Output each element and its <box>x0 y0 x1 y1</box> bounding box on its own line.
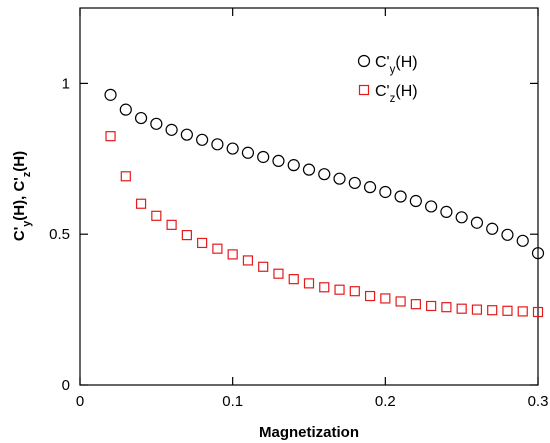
data-point-circle <box>440 205 453 218</box>
data-point-circle <box>409 194 422 208</box>
data-point-circle <box>333 172 346 185</box>
data-point-circle <box>211 138 224 151</box>
data-point-circle <box>516 234 529 247</box>
data-point-square <box>151 210 162 221</box>
data-point-square <box>135 198 147 209</box>
data-point-circle <box>486 222 499 235</box>
data-point-square <box>212 243 223 254</box>
legend-item: C'y(H) <box>357 54 418 76</box>
y-tick-label: 0.5 <box>49 226 70 243</box>
legend: C'y(H) C'z(H) <box>357 54 418 105</box>
legend-item: C'z(H) <box>358 83 418 105</box>
data-point-circle <box>226 142 239 155</box>
data-point-square <box>227 249 238 260</box>
series-1 <box>104 88 545 260</box>
data-point-square <box>502 305 513 316</box>
data-point-square <box>303 278 315 289</box>
y-axis: 00.51 <box>49 75 538 394</box>
data-point-circle <box>165 123 178 136</box>
plot-area <box>79 7 539 386</box>
data-point-square <box>441 302 452 313</box>
x-tick-label: 0 <box>76 393 84 410</box>
data-point-square <box>380 293 391 304</box>
data-point-square <box>364 290 376 302</box>
data-series <box>104 88 545 318</box>
data-point-circle <box>104 88 117 101</box>
y-tick-label: 1 <box>62 75 70 92</box>
data-point-circle <box>241 146 255 159</box>
data-point-square <box>166 219 177 230</box>
legend-label: C'y(H) <box>375 54 418 76</box>
data-point-square <box>471 304 483 315</box>
y-axis-title: C'y(H), C'z(H) <box>11 151 33 241</box>
legend-marker <box>358 84 370 96</box>
legend-label: C'z(H) <box>375 83 418 105</box>
data-point-circle <box>134 111 148 125</box>
data-point-circle <box>394 190 407 203</box>
data-point-square <box>105 131 116 142</box>
x-axis-title: Magnetization <box>259 424 359 441</box>
data-point-square <box>181 230 192 241</box>
data-point-circle <box>379 185 392 199</box>
data-point-square <box>349 286 360 297</box>
data-point-circle <box>257 150 270 164</box>
data-point-circle <box>455 211 468 224</box>
data-point-circle <box>196 133 209 146</box>
data-point-square <box>273 268 284 279</box>
data-point-circle <box>119 103 132 116</box>
data-point-circle <box>150 117 163 130</box>
data-point-circle <box>531 247 545 260</box>
x-tick-label: 0.1 <box>222 393 243 410</box>
data-point-circle <box>425 200 438 213</box>
legend-marker <box>357 54 371 68</box>
data-point-circle <box>348 176 361 190</box>
data-point-square <box>258 261 269 272</box>
x-axis: 0 0.1 0.2 0.3 <box>76 8 549 410</box>
data-point-circle <box>318 168 331 181</box>
data-point-square <box>456 303 467 314</box>
data-point-square <box>426 300 437 312</box>
data-point-circle <box>180 128 193 141</box>
data-point-square <box>120 171 131 182</box>
data-point-circle <box>363 181 377 194</box>
data-point-square <box>334 284 345 295</box>
y-tick-label: 0 <box>62 377 70 394</box>
series-2 <box>105 131 544 318</box>
data-point-square <box>532 306 544 318</box>
data-point-square <box>288 274 299 285</box>
data-point-circle <box>501 228 514 241</box>
data-point-circle <box>302 163 316 176</box>
data-point-square <box>517 306 528 317</box>
x-tick-label: 0.3 <box>528 393 549 410</box>
data-point-square <box>242 255 254 266</box>
x-tick-label: 0.2 <box>375 393 396 410</box>
data-point-square <box>410 299 421 310</box>
data-point-circle <box>287 159 300 172</box>
data-point-circle <box>470 216 484 229</box>
data-point-circle <box>272 154 285 168</box>
data-point-square <box>487 305 498 316</box>
data-point-square <box>319 282 330 293</box>
data-point-square <box>395 296 406 307</box>
data-point-square <box>197 237 208 249</box>
